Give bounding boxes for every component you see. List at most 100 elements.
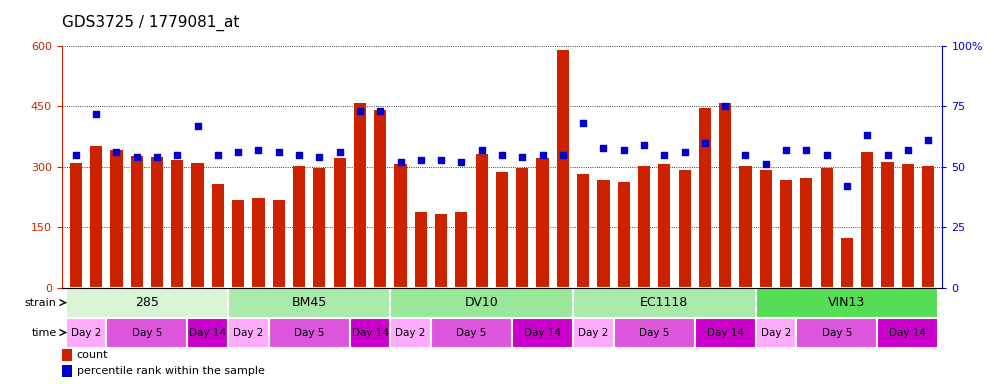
Text: Day 2: Day 2 (71, 328, 101, 338)
Bar (800, 178, 812, 288)
Bar (475, 154, 488, 288)
Bar (516, 168, 529, 288)
Point (231, 149, 247, 156)
Point (718, 103, 734, 109)
Point (595, 144, 611, 151)
Text: Day 5: Day 5 (639, 328, 669, 338)
Bar (679, 170, 691, 288)
Point (738, 152, 753, 158)
Point (393, 159, 409, 165)
Bar (719, 103, 732, 288)
Bar (755, 318, 796, 348)
Bar (658, 164, 670, 288)
Text: Day 14: Day 14 (524, 328, 561, 338)
Bar (841, 238, 853, 288)
Bar (228, 318, 268, 348)
Bar (861, 152, 874, 288)
Point (535, 152, 551, 158)
Bar (699, 108, 711, 288)
Text: strain: strain (25, 298, 57, 308)
Bar (232, 200, 245, 288)
Bar (374, 110, 387, 288)
Bar (334, 158, 346, 288)
Text: Day 2: Day 2 (396, 328, 425, 338)
Text: Day 5: Day 5 (131, 328, 162, 338)
Text: VIN13: VIN13 (828, 296, 866, 309)
Bar (597, 180, 609, 288)
Point (494, 152, 510, 158)
Bar (573, 288, 755, 318)
Bar (228, 288, 391, 318)
Point (108, 149, 124, 156)
Bar (272, 200, 285, 288)
Text: time: time (32, 328, 57, 338)
Point (757, 161, 773, 167)
Text: Day 5: Day 5 (822, 328, 852, 338)
Bar (695, 318, 755, 348)
Point (413, 157, 428, 163)
Point (210, 152, 226, 158)
Text: Day 5: Day 5 (294, 328, 324, 338)
Point (250, 147, 266, 153)
Bar (455, 212, 467, 288)
Text: BM45: BM45 (291, 296, 327, 309)
Bar (578, 174, 589, 288)
Text: percentile rank within the sample: percentile rank within the sample (77, 366, 264, 376)
Point (839, 183, 855, 189)
Text: Day 5: Day 5 (456, 328, 487, 338)
Point (453, 159, 469, 165)
Bar (268, 318, 350, 348)
Text: Day 2: Day 2 (579, 328, 608, 338)
Point (920, 137, 936, 143)
Point (656, 152, 672, 158)
Bar (252, 198, 264, 288)
Bar (395, 164, 407, 288)
Bar (796, 318, 878, 348)
Bar (573, 318, 613, 348)
Bar (62, 349, 73, 361)
Bar (171, 160, 183, 288)
Point (555, 152, 571, 158)
Bar (66, 288, 228, 318)
Text: Day 2: Day 2 (760, 328, 791, 338)
Text: Day 14: Day 14 (352, 328, 389, 338)
Point (514, 154, 530, 160)
Bar (110, 150, 122, 288)
Bar (557, 50, 569, 288)
Point (311, 154, 327, 160)
Bar (537, 157, 549, 288)
Point (373, 108, 389, 114)
Point (880, 152, 896, 158)
Bar (130, 156, 143, 288)
Point (798, 147, 814, 153)
Point (900, 147, 915, 153)
Point (615, 147, 631, 153)
Bar (90, 146, 102, 288)
Bar (66, 318, 106, 348)
Point (474, 147, 490, 153)
Bar (70, 163, 82, 288)
Point (677, 149, 693, 156)
Bar (740, 166, 751, 288)
Text: Day 14: Day 14 (707, 328, 744, 338)
Point (270, 149, 286, 156)
Bar (755, 288, 938, 318)
Point (697, 140, 713, 146)
Point (68, 152, 83, 158)
Bar (293, 166, 305, 288)
Bar (821, 168, 833, 288)
Bar (350, 318, 391, 348)
Text: DV10: DV10 (465, 296, 499, 309)
Point (88, 111, 104, 117)
Point (169, 152, 185, 158)
Bar (188, 318, 228, 348)
Bar (922, 166, 934, 288)
Point (859, 132, 875, 139)
Point (332, 149, 348, 156)
Bar (431, 318, 512, 348)
Bar (414, 212, 426, 288)
Bar (780, 180, 792, 288)
Bar (638, 166, 650, 288)
Point (149, 154, 165, 160)
Bar (496, 172, 508, 288)
